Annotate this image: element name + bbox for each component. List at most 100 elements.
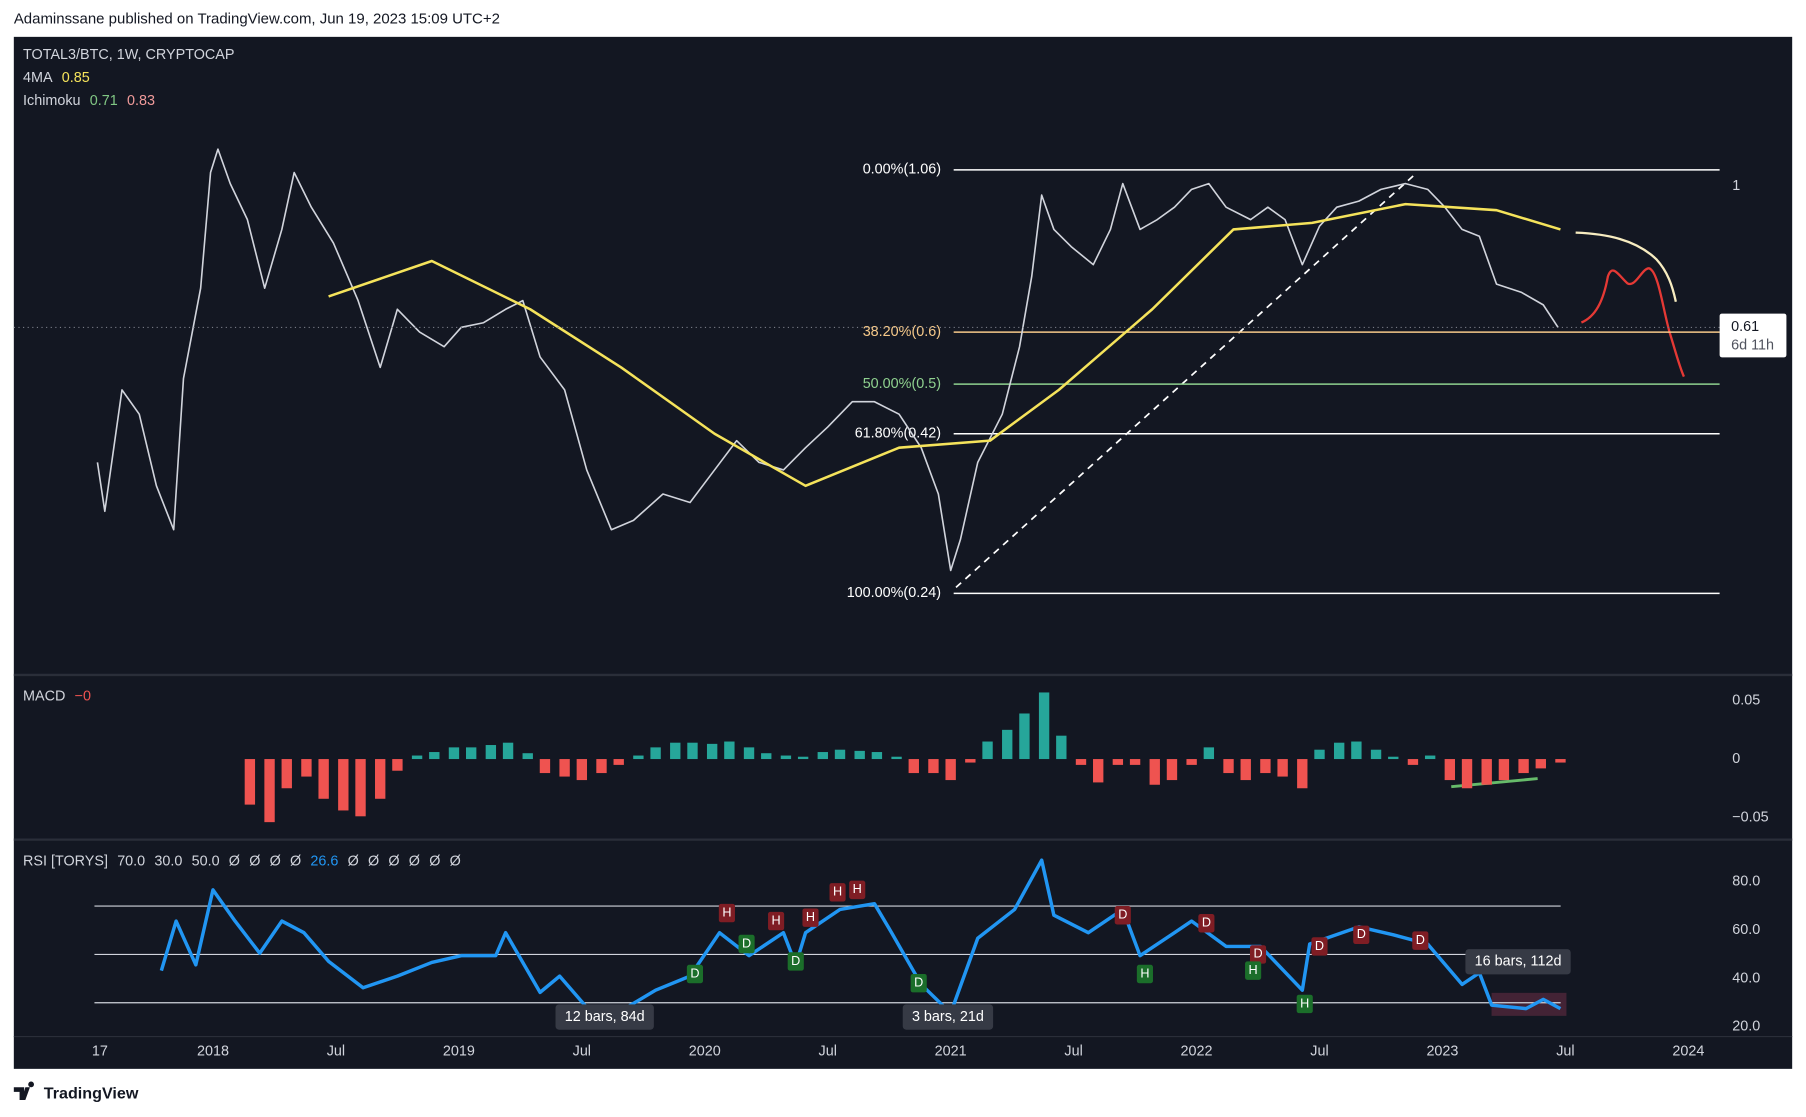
macd-bar — [318, 759, 329, 799]
legend-title: MACD — [23, 689, 65, 705]
divergence-marker-label: D — [1357, 927, 1366, 941]
divergence-marker-label: H — [833, 885, 842, 899]
last-price-box — [1719, 313, 1787, 358]
divergence-marker-label: D — [1315, 939, 1324, 953]
macd-bar — [706, 743, 718, 760]
divergence-marker — [1245, 961, 1262, 980]
macd-bar — [797, 756, 809, 760]
macd-bar — [743, 747, 755, 760]
macd-bar — [1498, 759, 1510, 781]
measure-label: 3 bars, 21d — [912, 1009, 984, 1025]
divergence-marker-label: D — [1118, 908, 1127, 922]
x-tick-label: 2018 — [197, 1043, 229, 1059]
macd-bar — [502, 742, 514, 760]
macd-bar — [539, 759, 551, 774]
divergence-marker — [1249, 945, 1267, 964]
macd-bar — [264, 759, 275, 823]
macd-bar — [1314, 749, 1325, 760]
legend-name: 4MA — [23, 70, 53, 86]
measure-bg — [555, 1004, 654, 1030]
divergence-marker — [1136, 964, 1153, 984]
x-tick-label: Jul — [327, 1043, 345, 1059]
legend-value: 30.0 — [154, 853, 182, 869]
x-tick-label: 2022 — [1181, 1043, 1213, 1059]
fib-level-label: 38.20%(0.6) — [863, 324, 941, 340]
macd-bar — [871, 752, 883, 760]
chart-bg — [13, 36, 1793, 1069]
divergence-marker-label: H — [853, 882, 862, 896]
y-tick-label: 0 — [1732, 751, 1740, 767]
macd-bar — [485, 745, 497, 760]
footer-brand: TradingView — [44, 1084, 139, 1102]
macd-bar — [1461, 759, 1473, 789]
measure-label: 12 bars, 84d — [565, 1009, 645, 1025]
y-tick-label: 20.0 — [1732, 1019, 1760, 1035]
macd-bar — [1277, 759, 1288, 777]
measure-bg — [902, 1004, 994, 1030]
macd-bar — [854, 750, 865, 760]
macd-bar — [244, 759, 256, 805]
x-tick-label: 2021 — [935, 1043, 967, 1059]
y-tick-label: −0.05 — [1732, 809, 1768, 825]
macd-bar — [522, 753, 533, 760]
divergence-marker-label: H — [1249, 963, 1258, 977]
legend-value: 0.85 — [62, 70, 90, 86]
legend-value: 50.0 — [192, 853, 220, 869]
legend-value: Ø — [368, 853, 379, 869]
macd-bar — [633, 755, 644, 760]
fib-level-label: 61.80%(0.42) — [855, 426, 941, 442]
divergence-marker-label: D — [690, 966, 699, 980]
fib-level-label: 100.00%(0.24) — [847, 585, 941, 601]
macd-bar — [724, 741, 735, 760]
y-tick-label: 40.0 — [1732, 970, 1760, 986]
macd-bar — [1481, 759, 1492, 785]
legend-value: Ø — [348, 853, 359, 869]
y-tick-label: 60.0 — [1732, 922, 1760, 938]
macd-bar — [1333, 742, 1345, 760]
countdown-label: 6d 11h — [1731, 338, 1774, 354]
macd-bar — [945, 759, 956, 781]
macd-bar — [891, 756, 902, 760]
macd-bar — [982, 741, 993, 760]
y-tick-label: 0.05 — [1732, 692, 1760, 708]
macd-bar — [1297, 759, 1308, 789]
macd-bar — [429, 752, 440, 760]
divergence-marker — [768, 911, 785, 931]
divergence-marker — [686, 964, 704, 984]
measure-bg — [1465, 949, 1571, 975]
macd-bar — [448, 747, 460, 760]
divergence-marker — [910, 973, 927, 993]
macd-bar — [559, 759, 570, 777]
macd-bar — [596, 759, 607, 774]
divergence-marker-label: D — [914, 976, 923, 990]
projection-drawing — [1580, 267, 1685, 378]
macd-bar — [1260, 759, 1271, 774]
macd-bar — [928, 759, 939, 774]
macd-bar — [465, 747, 477, 760]
legend-value: Ø — [249, 853, 260, 869]
legend-value: 0.71 — [90, 93, 118, 109]
x-tick-label: Jul — [573, 1043, 591, 1059]
legend-value: Ø — [270, 853, 281, 869]
divergence-marker — [829, 883, 846, 902]
macd-bar — [411, 755, 423, 760]
legend-title: RSI [TORYS] — [23, 853, 108, 869]
divergence-marker-label: D — [1202, 916, 1211, 930]
legend-name: Ichimoku — [23, 93, 81, 109]
logo-icon — [13, 1081, 34, 1100]
legend-value: Ø — [409, 853, 420, 869]
x-tick-label: 17 — [92, 1043, 108, 1059]
macd-bar — [392, 759, 403, 771]
last-price-label: 0.61 — [1731, 319, 1759, 335]
y-tick-label: 1 — [1732, 178, 1740, 194]
divergence-marker — [1412, 931, 1429, 950]
macd-bar — [613, 759, 624, 765]
macd-bar — [965, 759, 976, 763]
divergence-marker — [1114, 906, 1131, 925]
divergence-marker-label: H — [1300, 996, 1309, 1010]
macd-bar — [1203, 747, 1215, 760]
price-line — [96, 148, 1559, 572]
divergence-marker-label: D — [1253, 947, 1262, 961]
